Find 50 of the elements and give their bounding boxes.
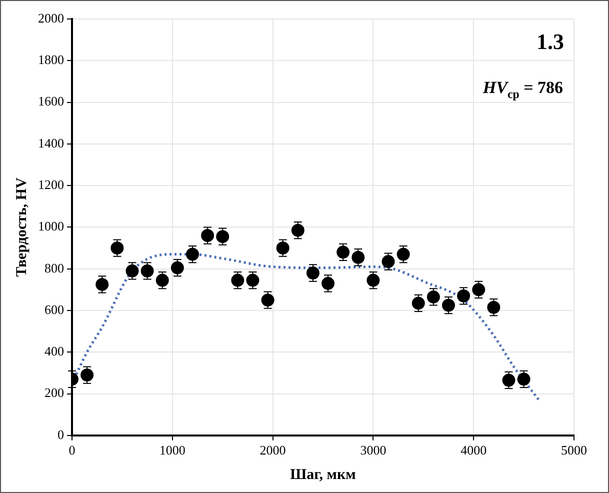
x-axis-title: Шаг, мкм bbox=[290, 466, 356, 483]
y-tick-label: 1600 bbox=[38, 94, 64, 109]
point bbox=[216, 230, 230, 244]
annotation: 1.3 bbox=[536, 29, 564, 54]
y-tick-label: 800 bbox=[44, 260, 64, 276]
point bbox=[306, 266, 320, 280]
point bbox=[457, 289, 470, 302]
point bbox=[80, 368, 94, 382]
point bbox=[170, 261, 184, 274]
point bbox=[231, 274, 244, 287]
point bbox=[396, 248, 410, 261]
point bbox=[472, 283, 486, 296]
point bbox=[140, 264, 154, 278]
y-tick-label: 0 bbox=[58, 426, 64, 442]
point bbox=[322, 276, 335, 290]
point bbox=[156, 274, 169, 287]
y-tick-label: 1400 bbox=[38, 135, 64, 150]
point bbox=[382, 255, 395, 268]
x-tick-label: 2000 bbox=[260, 442, 286, 458]
point bbox=[246, 274, 260, 287]
y-axis-title: Твердость, HV bbox=[14, 177, 30, 277]
y-tick-label: 600 bbox=[44, 302, 64, 317]
y-tick-label: 1800 bbox=[38, 52, 64, 68]
point bbox=[426, 290, 440, 304]
point bbox=[186, 248, 199, 261]
point bbox=[487, 300, 500, 314]
x-tick-label: 3000 bbox=[360, 442, 386, 458]
point bbox=[96, 278, 109, 291]
point bbox=[352, 250, 365, 264]
point bbox=[442, 298, 455, 312]
x-tick-label: 4000 bbox=[460, 442, 487, 458]
y-tick-label: 2000 bbox=[38, 10, 64, 26]
point bbox=[261, 294, 274, 307]
point bbox=[336, 246, 350, 259]
point bbox=[201, 229, 214, 242]
y-tick-label: 1000 bbox=[38, 218, 64, 234]
y-tick-label: 1200 bbox=[38, 176, 64, 192]
x-tick-label: 1000 bbox=[159, 442, 186, 458]
point bbox=[502, 374, 516, 387]
point bbox=[517, 372, 530, 386]
point bbox=[126, 264, 139, 278]
point bbox=[110, 242, 124, 255]
x-tick-label: 0 bbox=[68, 442, 76, 458]
point bbox=[276, 242, 290, 255]
point bbox=[366, 274, 380, 287]
point bbox=[291, 224, 304, 237]
y-tick-label: 400 bbox=[44, 344, 64, 359]
x-tick-label: 5000 bbox=[561, 442, 587, 458]
point bbox=[412, 296, 425, 310]
y-tick-label: 200 bbox=[44, 385, 64, 400]
